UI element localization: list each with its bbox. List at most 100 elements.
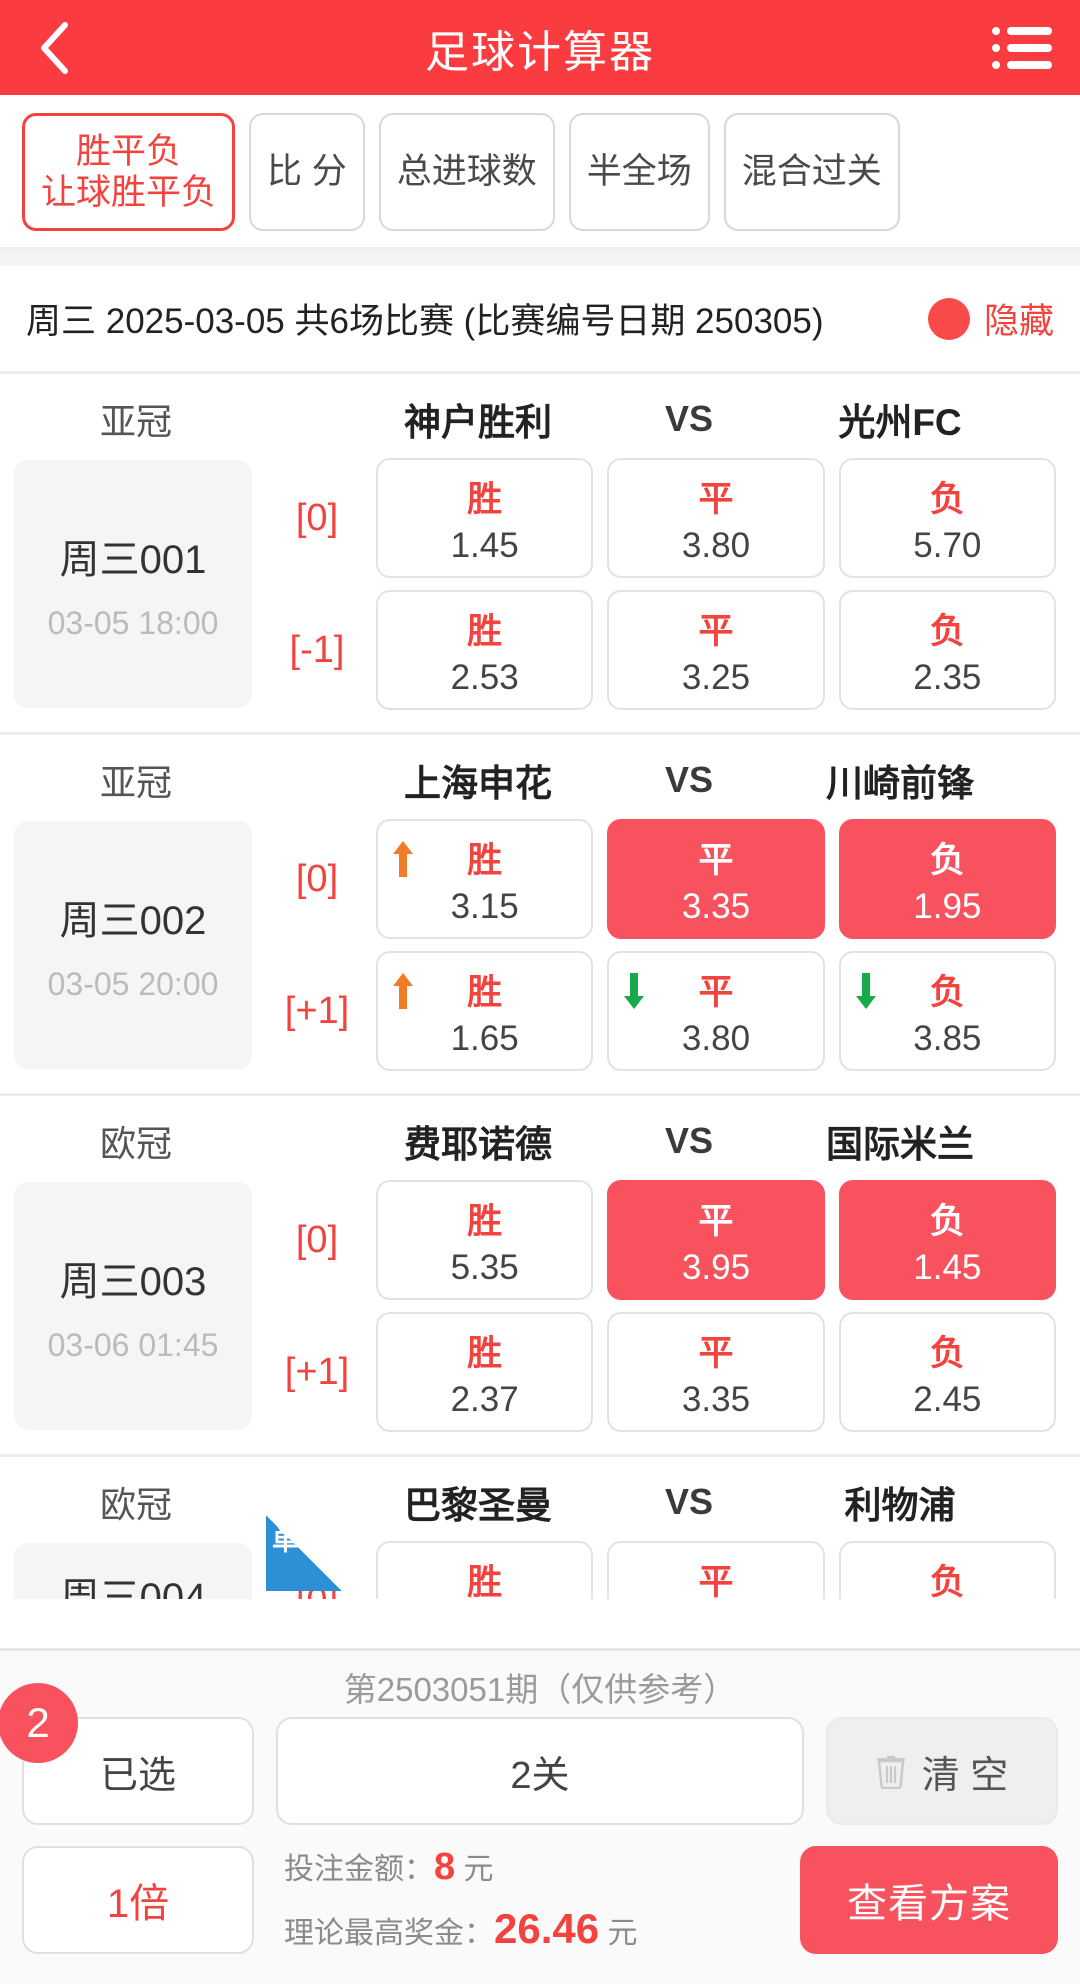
vs-label: VS bbox=[664, 398, 714, 439]
stake-value: 8 bbox=[434, 1846, 456, 1888]
match-body: 周三001 03-05 18:00 [0] 胜 1.45 平 3.80 bbox=[0, 452, 1080, 716]
trend-down-icon bbox=[855, 971, 877, 1011]
league-name: 欧冠 bbox=[99, 1123, 172, 1164]
odd-cell-draw[interactable]: 平 3.80 bbox=[607, 458, 825, 578]
match-time: 03-05 18:00 bbox=[47, 604, 219, 641]
page-title: 足球计算器 bbox=[425, 27, 655, 77]
match-number-cell[interactable]: 周三001 03-05 18:00 bbox=[14, 460, 252, 708]
tab-win-draw-lose[interactable]: 胜平负 让球胜平负 bbox=[22, 113, 236, 231]
prize-label: 理论最高奖金： bbox=[284, 1916, 494, 1950]
odds-line: 单 [0] 胜 2.28 平 3.45 负 bbox=[266, 1515, 1056, 1600]
prize-unit: 元 bbox=[607, 1916, 638, 1950]
match-number: 周三002 bbox=[59, 898, 207, 943]
odd-value: 1.45 bbox=[913, 1247, 982, 1287]
match-row: 欧冠 费耶诺德 VS 国际米兰 周三003 03-06 01:45 [0] 胜 bbox=[0, 1096, 1080, 1457]
tab-score[interactable]: 比 分 bbox=[249, 113, 365, 231]
clear-button[interactable]: 清 空 bbox=[826, 1717, 1058, 1825]
home-team-name: 神户胜利 bbox=[404, 402, 552, 443]
bet-slip-bar: 第2503051期（仅供参考） 2 已选 2关 bbox=[0, 1648, 1080, 1984]
stake-row: 投注金额：8 元 bbox=[284, 1839, 778, 1897]
odd-value: 3.80 bbox=[681, 525, 751, 565]
odd-cell-draw[interactable]: 平 3.35 bbox=[607, 1312, 825, 1432]
odd-cell-lose[interactable]: 负 2.35 bbox=[838, 590, 1056, 710]
odd-cell-win[interactable]: 胜 2.37 bbox=[376, 1312, 594, 1432]
odd-cell-win[interactable]: 胜 1.65 bbox=[376, 951, 594, 1071]
odd-cell-draw[interactable]: 平 3.95 bbox=[607, 1180, 825, 1300]
odd-cell-win[interactable]: 胜 3.15 bbox=[376, 819, 594, 939]
tab-mixed-parlay[interactable]: 混合过关 bbox=[723, 113, 900, 231]
odd-value: 3.35 bbox=[681, 1379, 751, 1419]
trash-icon bbox=[876, 1753, 906, 1789]
single-bet-badge: 单 bbox=[266, 1515, 342, 1591]
league-name: 欧冠 bbox=[99, 1484, 172, 1525]
odd-cell-draw[interactable]: 平 3.25 bbox=[607, 590, 825, 710]
vs-label: VS bbox=[664, 1120, 714, 1161]
odd-label: 负 bbox=[929, 479, 965, 519]
tab-label-line2: 让球胜平负 bbox=[41, 173, 217, 212]
list-icon[interactable] bbox=[992, 24, 1052, 72]
trend-down-icon bbox=[623, 971, 645, 1011]
match-number-cell[interactable]: 周三004 bbox=[14, 1543, 252, 1599]
odd-label: 胜 bbox=[467, 1562, 503, 1600]
handicap-label: [+1] bbox=[284, 1350, 350, 1393]
odd-cell-draw[interactable]: 平 3.35 bbox=[607, 819, 825, 939]
handicap-label: [0] bbox=[295, 857, 339, 900]
multiplier-button[interactable]: 1倍 bbox=[22, 1845, 254, 1954]
vs-label: VS bbox=[664, 759, 714, 800]
odd-cell-lose[interactable]: 负 1.45 bbox=[838, 1180, 1056, 1300]
home-team-name: 费耶诺德 bbox=[404, 1124, 552, 1165]
tab-total-goals[interactable]: 总进球数 bbox=[378, 113, 555, 231]
odd-cell-win[interactable]: 胜 2.53 bbox=[376, 590, 594, 710]
match-body: 周三002 03-05 20:00 [0] 胜 3 bbox=[0, 813, 1080, 1077]
odd-cell-lose[interactable]: 负 2.50 bbox=[838, 1541, 1056, 1599]
odd-label: 负 bbox=[929, 1201, 965, 1241]
stake-label: 投注金额： bbox=[284, 1853, 434, 1886]
odd-value: 2.35 bbox=[913, 657, 982, 697]
match-number-cell[interactable]: 周三002 03-05 20:00 bbox=[14, 821, 252, 1069]
odd-label: 负 bbox=[929, 611, 965, 651]
odd-cell-win[interactable]: 胜 1.45 bbox=[376, 458, 594, 578]
odd-label: 平 bbox=[698, 1333, 734, 1373]
tab-half-full-time[interactable]: 半全场 bbox=[568, 113, 710, 231]
view-plan-button[interactable]: 查看方案 bbox=[800, 1845, 1058, 1954]
odd-label: 平 bbox=[698, 479, 734, 519]
odd-value: 2.45 bbox=[913, 1379, 982, 1419]
odd-cell-lose[interactable]: 负 3.85 bbox=[838, 951, 1056, 1071]
odds-line: [+1] 胜 1.65 bbox=[272, 951, 1056, 1071]
vs-label: VS bbox=[664, 1481, 714, 1522]
odd-label: 胜 bbox=[467, 611, 503, 651]
chevron-left-icon[interactable] bbox=[28, 19, 80, 77]
tab-label-line1: 胜平负 bbox=[76, 131, 182, 171]
odd-label: 负 bbox=[929, 1333, 965, 1373]
period-label: 第2503051期（仅供参考） bbox=[343, 1671, 737, 1708]
odd-cell-win[interactable]: 胜 2.28 bbox=[376, 1541, 594, 1600]
odd-value: 5.35 bbox=[450, 1247, 519, 1287]
odd-cell-win[interactable]: 胜 5.35 bbox=[376, 1180, 594, 1300]
match-number: 周三004 bbox=[59, 1576, 207, 1599]
odd-cell-draw[interactable]: 平 3.45 bbox=[607, 1541, 825, 1599]
match-number-cell[interactable]: 周三003 03-06 01:45 bbox=[14, 1182, 252, 1430]
handicap-label: [0] bbox=[295, 496, 339, 539]
odd-label: 负 bbox=[929, 840, 965, 880]
odd-cell-lose[interactable]: 负 2.45 bbox=[838, 1312, 1056, 1432]
odd-label: 胜 bbox=[467, 972, 503, 1012]
view-plan-label: 查看方案 bbox=[847, 1881, 1011, 1926]
match-header: 亚冠 上海申花 VS 川崎前锋 bbox=[0, 735, 1080, 813]
odd-label: 平 bbox=[698, 972, 734, 1012]
odd-cell-lose[interactable]: 负 5.70 bbox=[838, 458, 1056, 578]
hide-toggle[interactable]: 隐藏 bbox=[927, 293, 1054, 344]
odd-cell-lose[interactable]: 负 1.95 bbox=[838, 819, 1056, 939]
odds-area: 单 [0] 胜 2.28 平 3.45 负 bbox=[266, 1515, 1080, 1600]
odd-cell-draw[interactable]: 平 3.80 bbox=[607, 951, 825, 1071]
match-time: 03-05 20:00 bbox=[47, 965, 219, 1002]
match-list[interactable]: 亚冠 神户胜利 VS 光州FC 周三001 03-05 18:00 [0] 胜 bbox=[0, 374, 1080, 1599]
play-type-tabbar: 胜平负 让球胜平负 比 分 总进球数 半全场 混合过关 bbox=[0, 95, 1080, 250]
odd-value: 3.85 bbox=[913, 1018, 982, 1058]
hide-dot-icon bbox=[927, 297, 970, 340]
combo-selector[interactable]: 2关 bbox=[276, 1717, 804, 1825]
odd-value: 3.35 bbox=[681, 886, 751, 926]
odds-area: [0] 胜 3.15 平 3.35 bbox=[272, 813, 1080, 1077]
odd-value: 2.53 bbox=[450, 657, 519, 697]
tab-label-line1: 总进球数 bbox=[396, 152, 537, 192]
tab-label-line1: 半全场 bbox=[586, 152, 692, 192]
